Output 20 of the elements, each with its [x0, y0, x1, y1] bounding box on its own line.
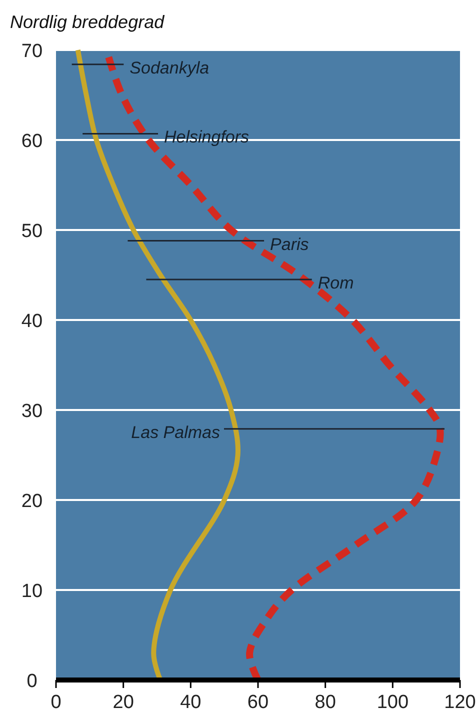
y-tick-label: 0: [26, 671, 38, 692]
annotation: Sodankyla: [130, 58, 210, 78]
y-tick-label: 50: [21, 221, 43, 242]
x-tick-label: 40: [180, 692, 202, 713]
y-tick-label: 10: [21, 581, 43, 602]
y-tick-label: 30: [21, 401, 43, 422]
y-tick-label: 20: [21, 491, 43, 512]
x-tick-label: 60: [247, 692, 269, 713]
x-tick-label: 20: [112, 692, 134, 713]
y-axis-title: Nordlig breddegrad: [10, 12, 166, 32]
y-tick-label: 40: [21, 311, 43, 332]
x-tick-label: 80: [314, 692, 336, 713]
annotation: Paris: [270, 234, 310, 254]
x-tick-label: 100: [376, 692, 409, 713]
annotation: Las Palmas: [131, 422, 220, 442]
x-tick-label: 120: [444, 692, 476, 713]
y-tick-label: 70: [21, 41, 43, 62]
x-tick-label: 0: [50, 692, 62, 713]
y-tick-label: 60: [21, 131, 43, 152]
annotation: Rom: [318, 274, 354, 292]
